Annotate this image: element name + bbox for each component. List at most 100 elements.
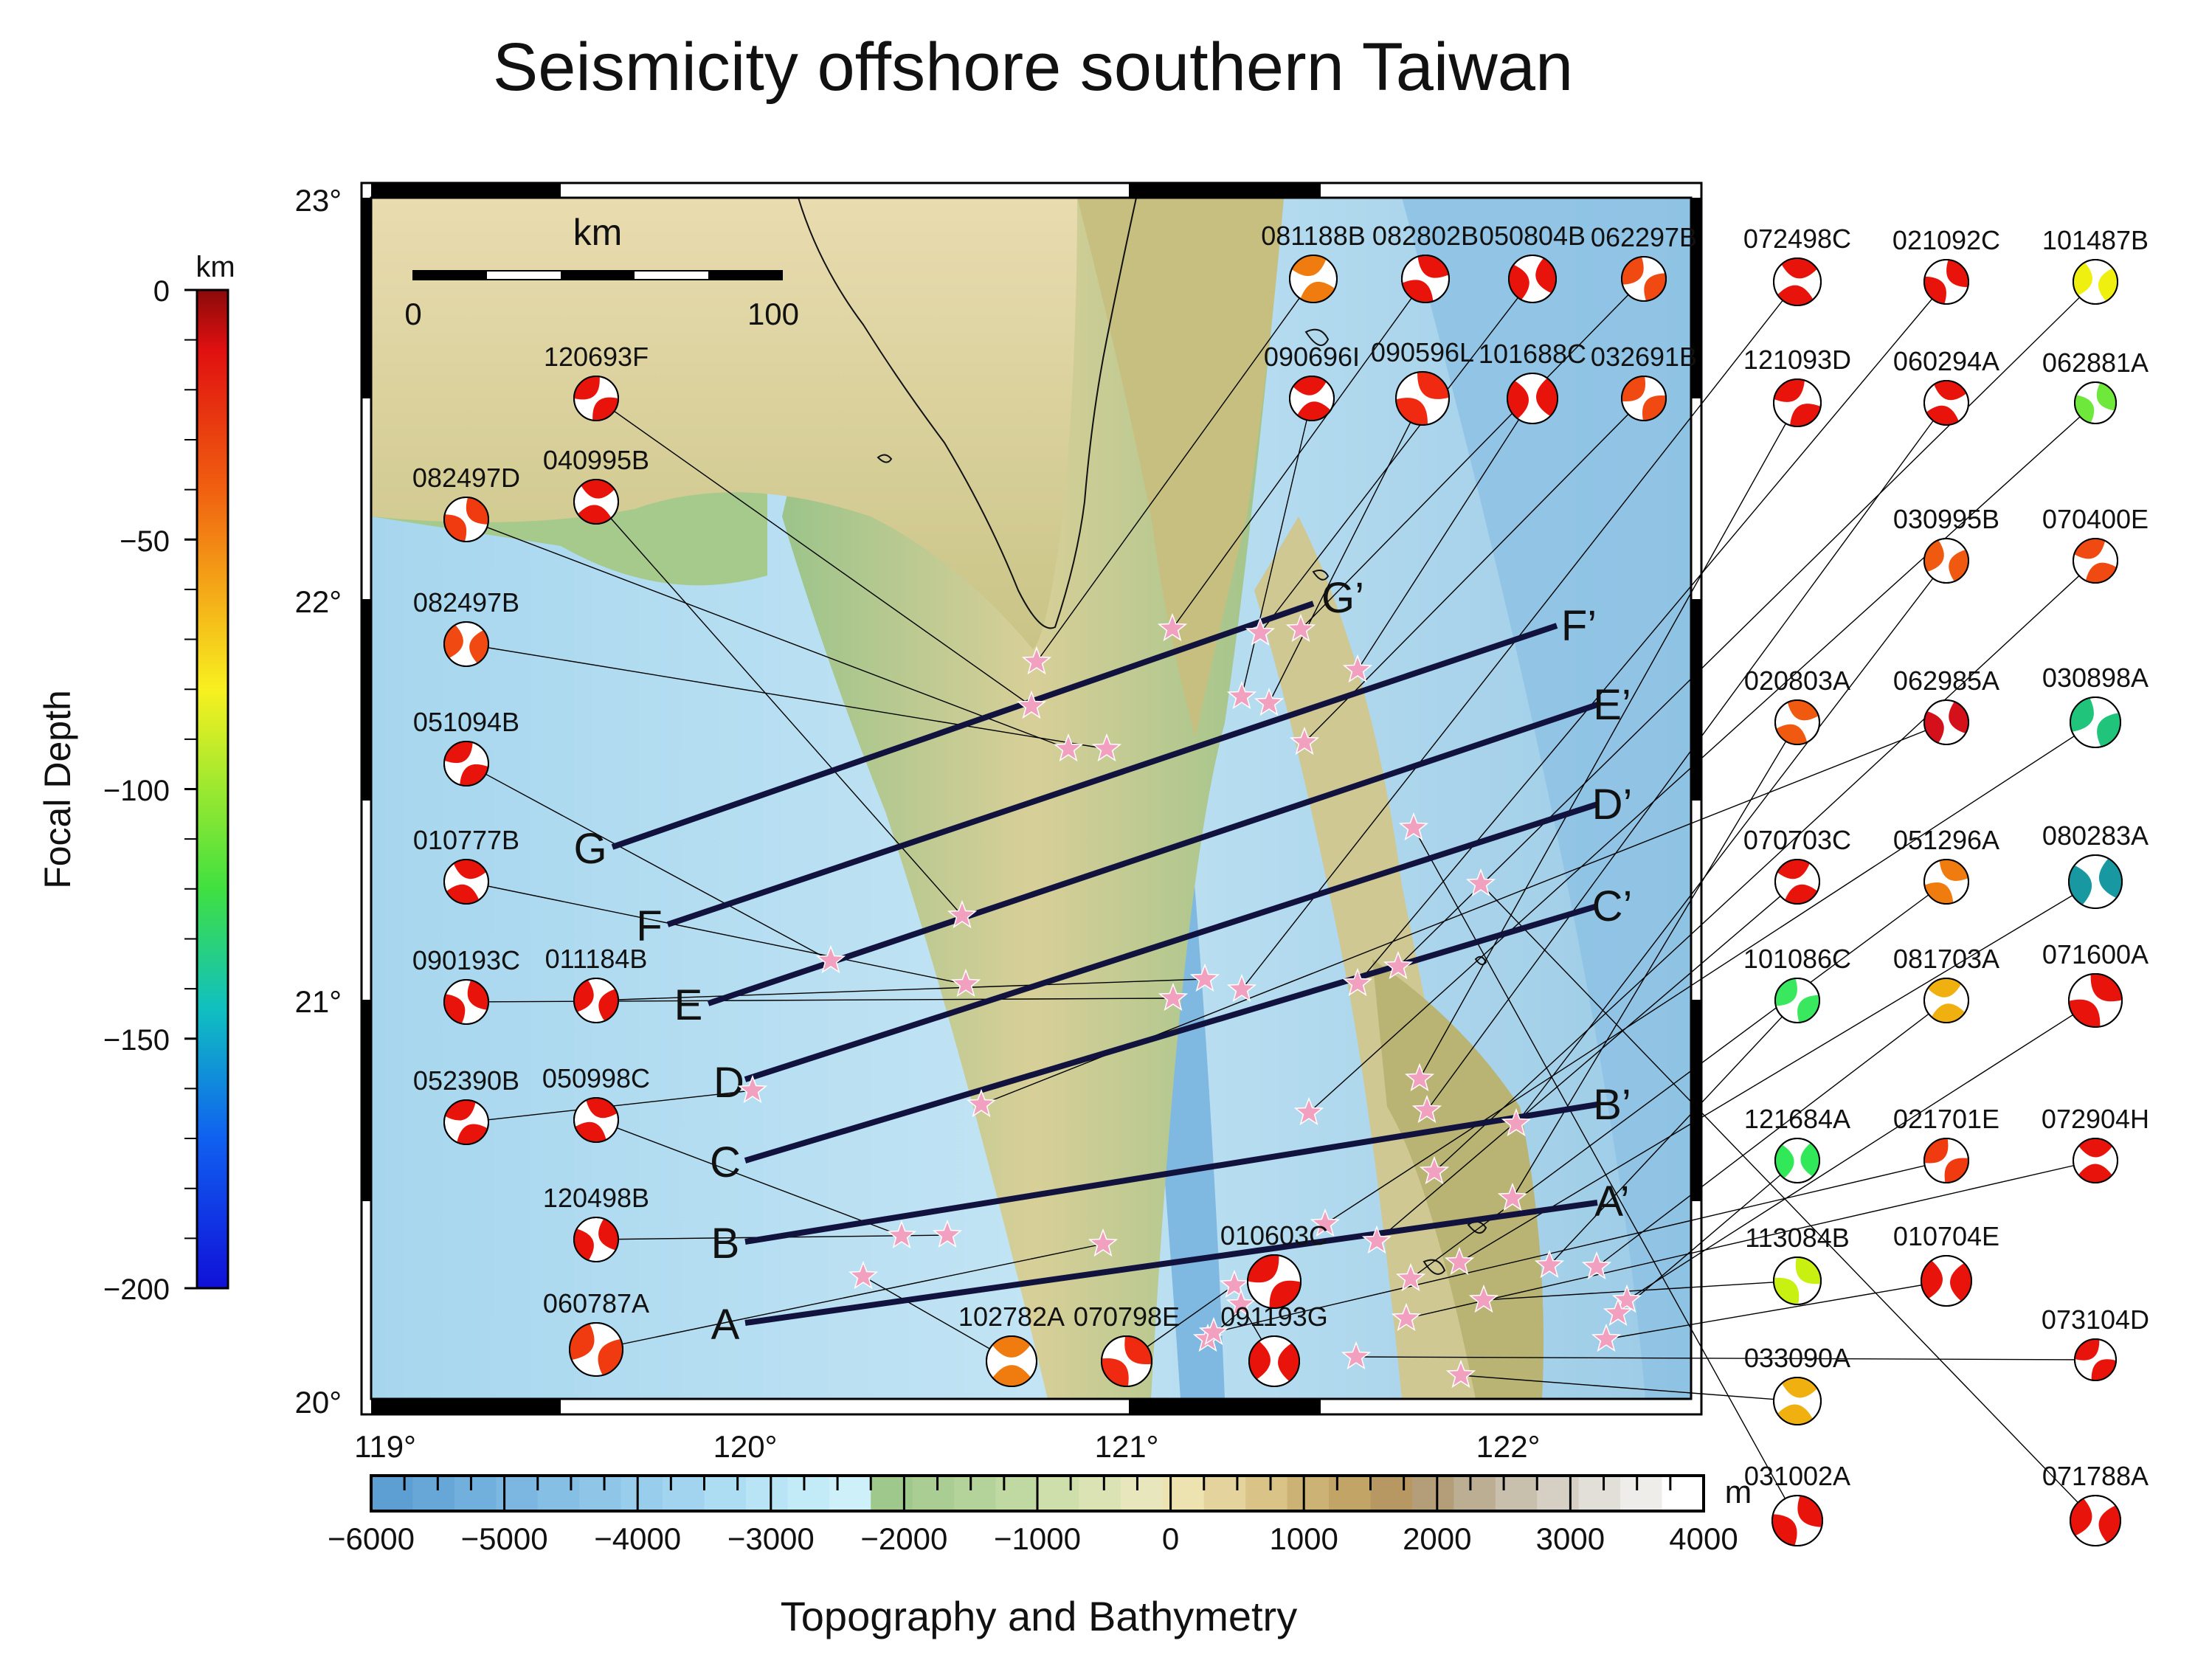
beachball-081188B: 081188B <box>1261 221 1366 303</box>
beachball-quadrant <box>1774 978 1797 1006</box>
beachball-quadrant <box>1291 255 1327 277</box>
beachball-quadrant <box>1777 1404 1813 1425</box>
beachball-label: 082497B <box>413 587 519 618</box>
epicenter-star <box>1341 1341 1372 1370</box>
beachball-label: 113084B <box>1745 1223 1849 1253</box>
beachball-label: 050804B <box>1479 221 1586 251</box>
epicenter-star <box>950 968 981 998</box>
beachball-quadrant <box>1777 859 1810 879</box>
beachball-quadrant <box>1797 995 1820 1023</box>
connector-line <box>1376 881 1798 1242</box>
beachball-113084B: 113084B <box>1745 1223 1850 1305</box>
beachball-quadrant <box>2070 1498 2092 1536</box>
beachball-quadrant <box>1777 285 1814 305</box>
beachball-010603C: 010603C <box>1220 1220 1328 1309</box>
scale-bar-end: 100 <box>747 297 799 331</box>
beachball-label: 010777B <box>413 825 519 855</box>
beachball-quadrant <box>2090 973 2122 1002</box>
connector-line <box>1036 278 1314 663</box>
epicenter-star <box>1219 1269 1250 1299</box>
connector-line <box>1617 1160 1798 1314</box>
beachball-label: 052390B <box>413 1065 519 1096</box>
epicenter-star <box>947 899 978 929</box>
beachball-label: 080283A <box>2042 820 2149 851</box>
lon-label: 121° <box>1095 1429 1159 1464</box>
topo-tick-label: −1000 <box>994 1521 1081 1556</box>
epicenter-star <box>1189 963 1220 992</box>
beachball-label: 102782A <box>958 1302 1065 1332</box>
beachball-071600A: 071600A <box>2042 939 2149 1028</box>
beachball-quadrant <box>1621 376 1646 401</box>
profile-line-b <box>744 1102 1598 1245</box>
connector-line <box>863 1276 1012 1362</box>
beachball-quadrant <box>1535 378 1558 416</box>
profile-line-c <box>744 903 1599 1164</box>
beachball-quadrant <box>2098 858 2123 899</box>
beachball-102782A: 102782A <box>958 1302 1065 1387</box>
beachball-quadrant <box>1921 1260 1943 1299</box>
epicenter-star <box>1361 1225 1392 1254</box>
profile-line-f <box>666 623 1558 927</box>
figure-title: Seismicity offshore southern Taiwan <box>493 30 1573 105</box>
epicenter-star <box>737 1074 768 1104</box>
beachball-label: 050998C <box>542 1063 650 1093</box>
connector-line <box>1268 398 1423 704</box>
beachball-quadrant <box>1944 1158 1968 1183</box>
beachball-090193C: 090193C <box>412 945 520 1025</box>
beachball-121093D: 121093D <box>1743 345 1851 427</box>
connector-line <box>1459 881 2096 1263</box>
beachball-021092C: 021092C <box>1892 225 2000 305</box>
beachball-label: 032691B <box>1591 342 1697 372</box>
connector-line <box>1549 1000 1798 1266</box>
epicenter-stars <box>737 612 1642 1389</box>
map-frame <box>360 182 1703 1416</box>
beachball-quadrant <box>2098 1505 2121 1543</box>
profile-start-label: B <box>711 1220 740 1268</box>
profile-end-label: F’ <box>1561 602 1597 650</box>
connector-line <box>1241 398 1313 697</box>
beachball-080283A: 080283A <box>2042 820 2149 909</box>
epicenter-star <box>1603 1297 1634 1327</box>
map-graticule-labels: 23° 22° 21° 20° 119° 120° 121° 122° <box>294 183 1540 1464</box>
beachball-quadrant <box>1923 711 1944 743</box>
beachball-quadrant <box>1795 1256 1822 1285</box>
beachball-quadrant <box>1790 404 1821 426</box>
profile-start-label: G <box>573 825 606 873</box>
beachball-quadrant <box>1248 1341 1271 1380</box>
beachball-quadrant <box>2075 1338 2100 1361</box>
beachball-quadrant <box>1934 380 1967 401</box>
epicenter-star <box>1226 1288 1256 1318</box>
beachball-033090A: 033090A <box>1744 1343 1850 1425</box>
beachball-quadrant <box>1417 255 1449 278</box>
beachball-label: 121093D <box>1743 345 1851 375</box>
beachball-label: 073104D <box>2042 1304 2149 1335</box>
topo-tick-label: 1000 <box>1269 1521 1338 1556</box>
beachball-090696I: 090696I <box>1264 342 1360 421</box>
connector-line <box>1300 278 1645 630</box>
beachball-032691B: 032691B <box>1591 342 1697 421</box>
beachball-label: 070400E <box>2042 504 2149 534</box>
connector-line <box>1357 281 1947 984</box>
depth-tick-label: −50 <box>120 525 170 558</box>
beachball-072904H: 072904H <box>2042 1104 2149 1183</box>
epicenter-star <box>1053 733 1084 762</box>
connector-lines <box>466 278 2096 1521</box>
depth-colorbar: km 0 −50 −100 −150 −200 Focal Depth <box>37 251 235 1306</box>
beachball-quadrant <box>1949 702 1969 733</box>
depth-tick-label: −150 <box>103 1024 170 1057</box>
epicenter-star <box>1342 654 1373 683</box>
epicenter-star <box>1198 1316 1229 1346</box>
beachball-quadrant <box>1293 376 1327 395</box>
distance-scale-bar: km 0 100 <box>404 212 799 331</box>
beachball-label: 062985A <box>1893 666 1999 696</box>
topo-tick-label: −5000 <box>461 1521 548 1556</box>
beachball-070703C: 070703C <box>1743 825 1851 905</box>
beachball-label: 021701E <box>1893 1104 1999 1134</box>
lon-label: 122° <box>1476 1429 1541 1464</box>
beachball-label: 071600A <box>2042 939 2149 969</box>
beachball-label: 030898A <box>2042 663 2149 693</box>
beachball-label: 011184B <box>545 944 648 974</box>
profile-end-label: E’ <box>1593 681 1631 729</box>
beachball-072498C: 072498C <box>1743 224 1851 306</box>
topo-tick-label: 3000 <box>1536 1521 1605 1556</box>
